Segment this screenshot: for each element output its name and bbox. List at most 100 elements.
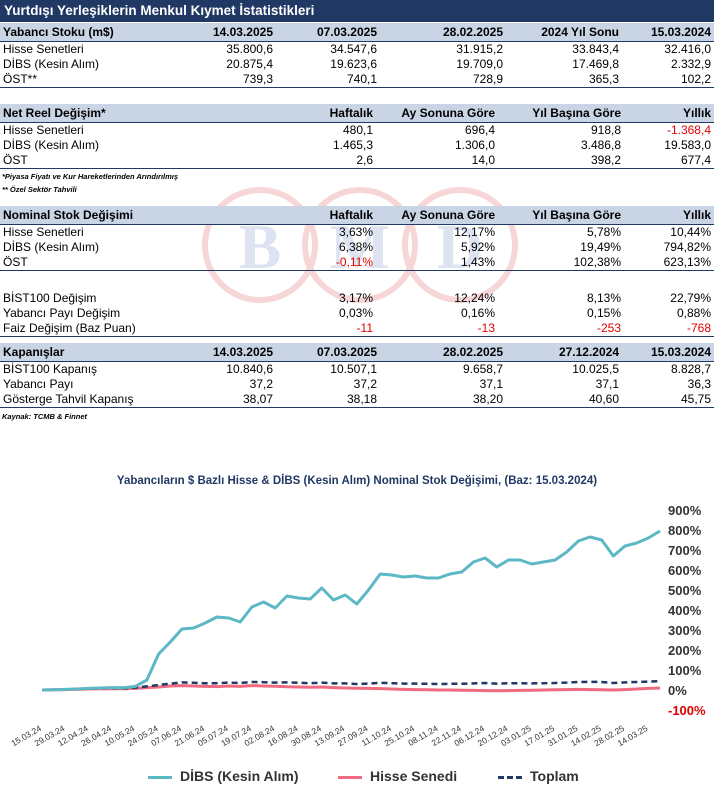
table-cell: 36,3	[687, 377, 711, 391]
table-row: Hisse Senetleri 35.800,6 34.547,6 31.915…	[0, 42, 714, 58]
row-label: ÖST	[0, 153, 260, 169]
table-row: Hisse Senetleri 3,63% 12,17% 5,78% 10,44…	[0, 225, 714, 241]
table-cell: -768	[624, 321, 714, 337]
table-cell: 0,16%	[460, 306, 495, 320]
table-row: ÖST -0,11% 1,43% 102,38% 623,13%	[0, 255, 714, 271]
table-header-row: Kapanışlar 14.03.2025 07.03.2025 28.02.2…	[0, 343, 714, 362]
legend-item-hisse: Hisse Senedi	[338, 768, 457, 784]
legend-swatch	[148, 775, 172, 779]
row-label: Yabancı Payı	[3, 377, 74, 391]
table-cell: 3.486,8	[580, 138, 621, 152]
table-cell: 696,4	[464, 123, 495, 137]
table-row: ÖST 2,6 14,0 398,2 677,4	[0, 153, 714, 169]
y-tick-label: 400%	[668, 603, 702, 618]
y-tick-label: 200%	[668, 643, 702, 658]
legend-label: Hisse Senedi	[370, 768, 458, 784]
header-cell: Net Reel Değişim*	[0, 104, 260, 123]
footnote: *Piyasa Fiyatı ve Kur Hareketlerinden Ar…	[2, 172, 179, 181]
table-header-row: Nominal Stok Değişimi Haftalık Ay Sonuna…	[0, 206, 714, 225]
row-label: Faiz Değişim (Baz Puan)	[0, 321, 260, 337]
table-row: Hisse Senetleri 480,1 696,4 918,8 -1.368…	[0, 123, 714, 139]
table-cell: 38,18	[276, 392, 380, 408]
header-cell: 14.03.2025	[180, 343, 276, 362]
table-cell: 1,43%	[376, 255, 498, 271]
header-cell: 27.12.2024	[506, 343, 622, 362]
table-cell: 1.306,0	[454, 138, 495, 152]
header-cell: Kapanışlar	[0, 343, 180, 362]
header-cell: 28.02.2025	[380, 343, 506, 362]
table-cell: 34.547,6	[330, 42, 377, 56]
row-label: DİBS (Kesin Alım)	[3, 57, 100, 71]
header-cell: 15.03.2024	[622, 343, 714, 362]
table-cell: 19.709,0	[456, 57, 503, 71]
table-cell: 728,9	[380, 72, 506, 88]
row-label: Hisse Senetleri	[3, 123, 84, 137]
header-cell: 07.03.2025	[276, 23, 380, 42]
table-cell: 22,79%	[670, 291, 711, 305]
table-cell: 10.025,5	[572, 362, 619, 376]
table-cell: 480,1	[342, 123, 373, 137]
table-cell: 5,92%	[460, 240, 495, 254]
table-cell: 10.840,6	[226, 362, 273, 376]
table-cell: 14,0	[376, 153, 498, 169]
legend-item-toplam: Toplam	[498, 768, 579, 784]
table-cell: 17.469,8	[572, 57, 619, 71]
table-cell: 365,3	[506, 72, 622, 88]
y-tick-label: 900%	[668, 503, 702, 518]
table-cell: 398,2	[498, 153, 624, 169]
table-market-change: BİST100 Değişim 3,17% 12,24% 8,13% 22,79…	[0, 291, 714, 337]
table-cell: 19.583,0	[664, 138, 711, 152]
table-header-row: Yabancı Stoku (m$) 14.03.2025 07.03.2025…	[0, 23, 714, 42]
legend-swatch	[498, 775, 522, 779]
table-cell: 19,49%	[580, 240, 621, 254]
table-cell: 32.416,0	[664, 42, 711, 56]
table-cell: 37,2	[353, 377, 377, 391]
y-tick-label: 700%	[668, 543, 702, 558]
table-cell: 677,4	[624, 153, 714, 169]
table-cell: 37,1	[479, 377, 503, 391]
row-label: DİBS (Kesin Alım)	[3, 240, 100, 254]
header-cell: Ay Sonuna Göre	[376, 206, 498, 225]
legend-item-dibs: DİBS (Kesin Alım)	[148, 768, 299, 784]
y-tick-label: -100%	[668, 703, 706, 718]
table-cell: 8.828,7	[670, 362, 711, 376]
table-cell: -253	[498, 321, 624, 337]
table-foreign-stock: Yabancı Stoku (m$) 14.03.2025 07.03.2025…	[0, 23, 714, 88]
table-cell: 10.507,1	[330, 362, 377, 376]
y-tick-label: 300%	[668, 623, 702, 638]
header-cell: 2024 Yıl Sonu	[506, 23, 622, 42]
table-cell: 20.875,4	[226, 57, 273, 71]
table-cell: 1.465,3	[332, 138, 373, 152]
footnote: ** Özel Sektör Tahvili	[2, 185, 77, 194]
y-tick-label: 100%	[668, 663, 702, 678]
legend-label: Toplam	[530, 768, 579, 784]
stock-change-chart: Yabancıların $ Bazlı Hisse & DİBS (Kesin…	[9, 474, 706, 748]
chart-title: Yabancıların $ Bazlı Hisse & DİBS (Kesin…	[117, 474, 597, 487]
row-label: Gösterge Tahvil Kapanış	[0, 392, 180, 408]
table-row: Faiz Değişim (Baz Puan) -11 -13 -253 -76…	[0, 321, 714, 337]
table-cell: -0,11%	[260, 255, 376, 271]
row-label: Hisse Senetleri	[3, 225, 84, 239]
table-row: BİST100 Değişim 3,17% 12,24% 8,13% 22,79…	[0, 291, 714, 306]
header-cell: Yıl Başına Göre	[498, 104, 624, 123]
table-cell: 40,60	[506, 392, 622, 408]
y-tick-label: 500%	[668, 583, 702, 598]
table-cell: 38,20	[380, 392, 506, 408]
row-label: DİBS (Kesin Alım)	[3, 138, 100, 152]
header-cell: 28.02.2025	[380, 23, 506, 42]
table-cell: -11	[260, 321, 376, 337]
table-cell: 739,3	[180, 72, 276, 88]
header-cell: 15.03.2024	[622, 23, 714, 42]
table-cell: 37,1	[595, 377, 619, 391]
legend-label: DİBS (Kesin Alım)	[180, 768, 299, 784]
table-cell: 5,78%	[586, 225, 621, 239]
table-cell: 33.843,4	[572, 42, 619, 56]
table-cell: 740,1	[276, 72, 380, 88]
table-nominal-stock-change: Nominal Stok Değişimi Haftalık Ay Sonuna…	[0, 206, 714, 271]
table-cell: 102,2	[622, 72, 714, 88]
table-cell: 794,82%	[663, 240, 711, 254]
y-tick-label: 800%	[668, 523, 702, 538]
y-tick-label: 600%	[668, 563, 702, 578]
header-cell: Haftalık	[260, 104, 376, 123]
table-cell: 623,13%	[624, 255, 714, 271]
